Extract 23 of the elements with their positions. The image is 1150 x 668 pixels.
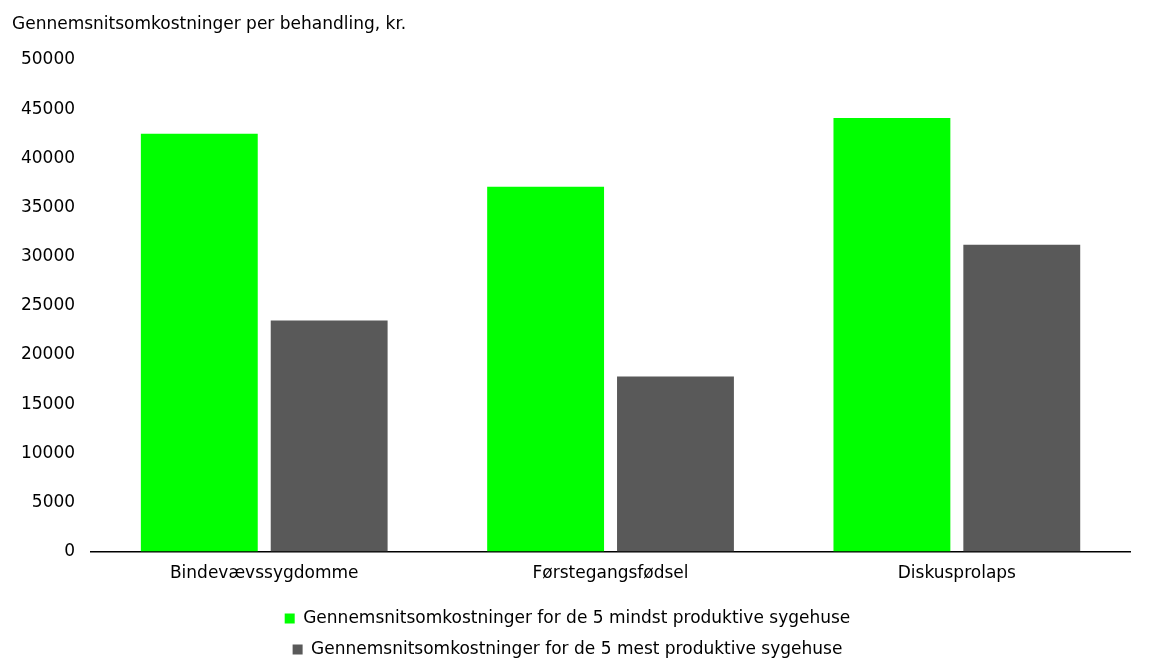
bar [270, 320, 388, 552]
y-tick-label: 30000 [20, 245, 76, 266]
y-tick-label: 25000 [20, 294, 76, 315]
y-tick-label: 45000 [20, 97, 76, 118]
x-tick-label: Diskusprolaps [897, 562, 1017, 583]
y-tick-label: 40000 [20, 146, 76, 167]
legend-label: Gennemsnitsomkostninger for de 5 mest produktive sygehuse [311, 637, 843, 658]
bar [140, 133, 258, 552]
bar [487, 186, 605, 552]
y-tick-label: 10000 [20, 441, 76, 462]
y-tick-label: 15000 [20, 392, 76, 413]
y-tick-label: 35000 [20, 195, 76, 216]
bar [833, 118, 951, 552]
x-tick-label: Førstegangsfødsel [532, 562, 689, 583]
x-tick-label: Bindevævssygdomme [169, 562, 359, 583]
bar [963, 244, 1081, 552]
y-tick-label: 20000 [20, 343, 76, 364]
legend-label: Gennemsnitsomkostninger for de 5 mindst produktive sygehuse [303, 606, 851, 627]
y-tick-label: 50000 [20, 48, 76, 69]
bar [617, 376, 734, 552]
y-tick-label: 0 [64, 540, 76, 561]
y-axis-title: Gennemsnitsomkostninger per behandling, kr. [12, 13, 407, 34]
y-tick-label: 5000 [31, 490, 76, 511]
